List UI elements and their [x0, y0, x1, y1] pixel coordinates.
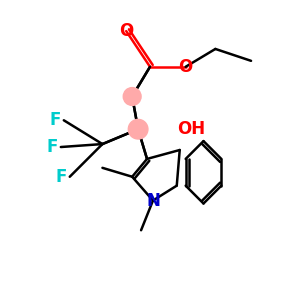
Text: O: O — [178, 58, 193, 76]
Text: F: F — [50, 111, 61, 129]
Text: OH: OH — [177, 120, 205, 138]
Circle shape — [123, 88, 141, 105]
Circle shape — [128, 119, 148, 139]
Text: F: F — [46, 138, 58, 156]
Text: N: N — [146, 191, 160, 209]
Text: F: F — [56, 168, 67, 186]
Text: O: O — [119, 22, 133, 40]
